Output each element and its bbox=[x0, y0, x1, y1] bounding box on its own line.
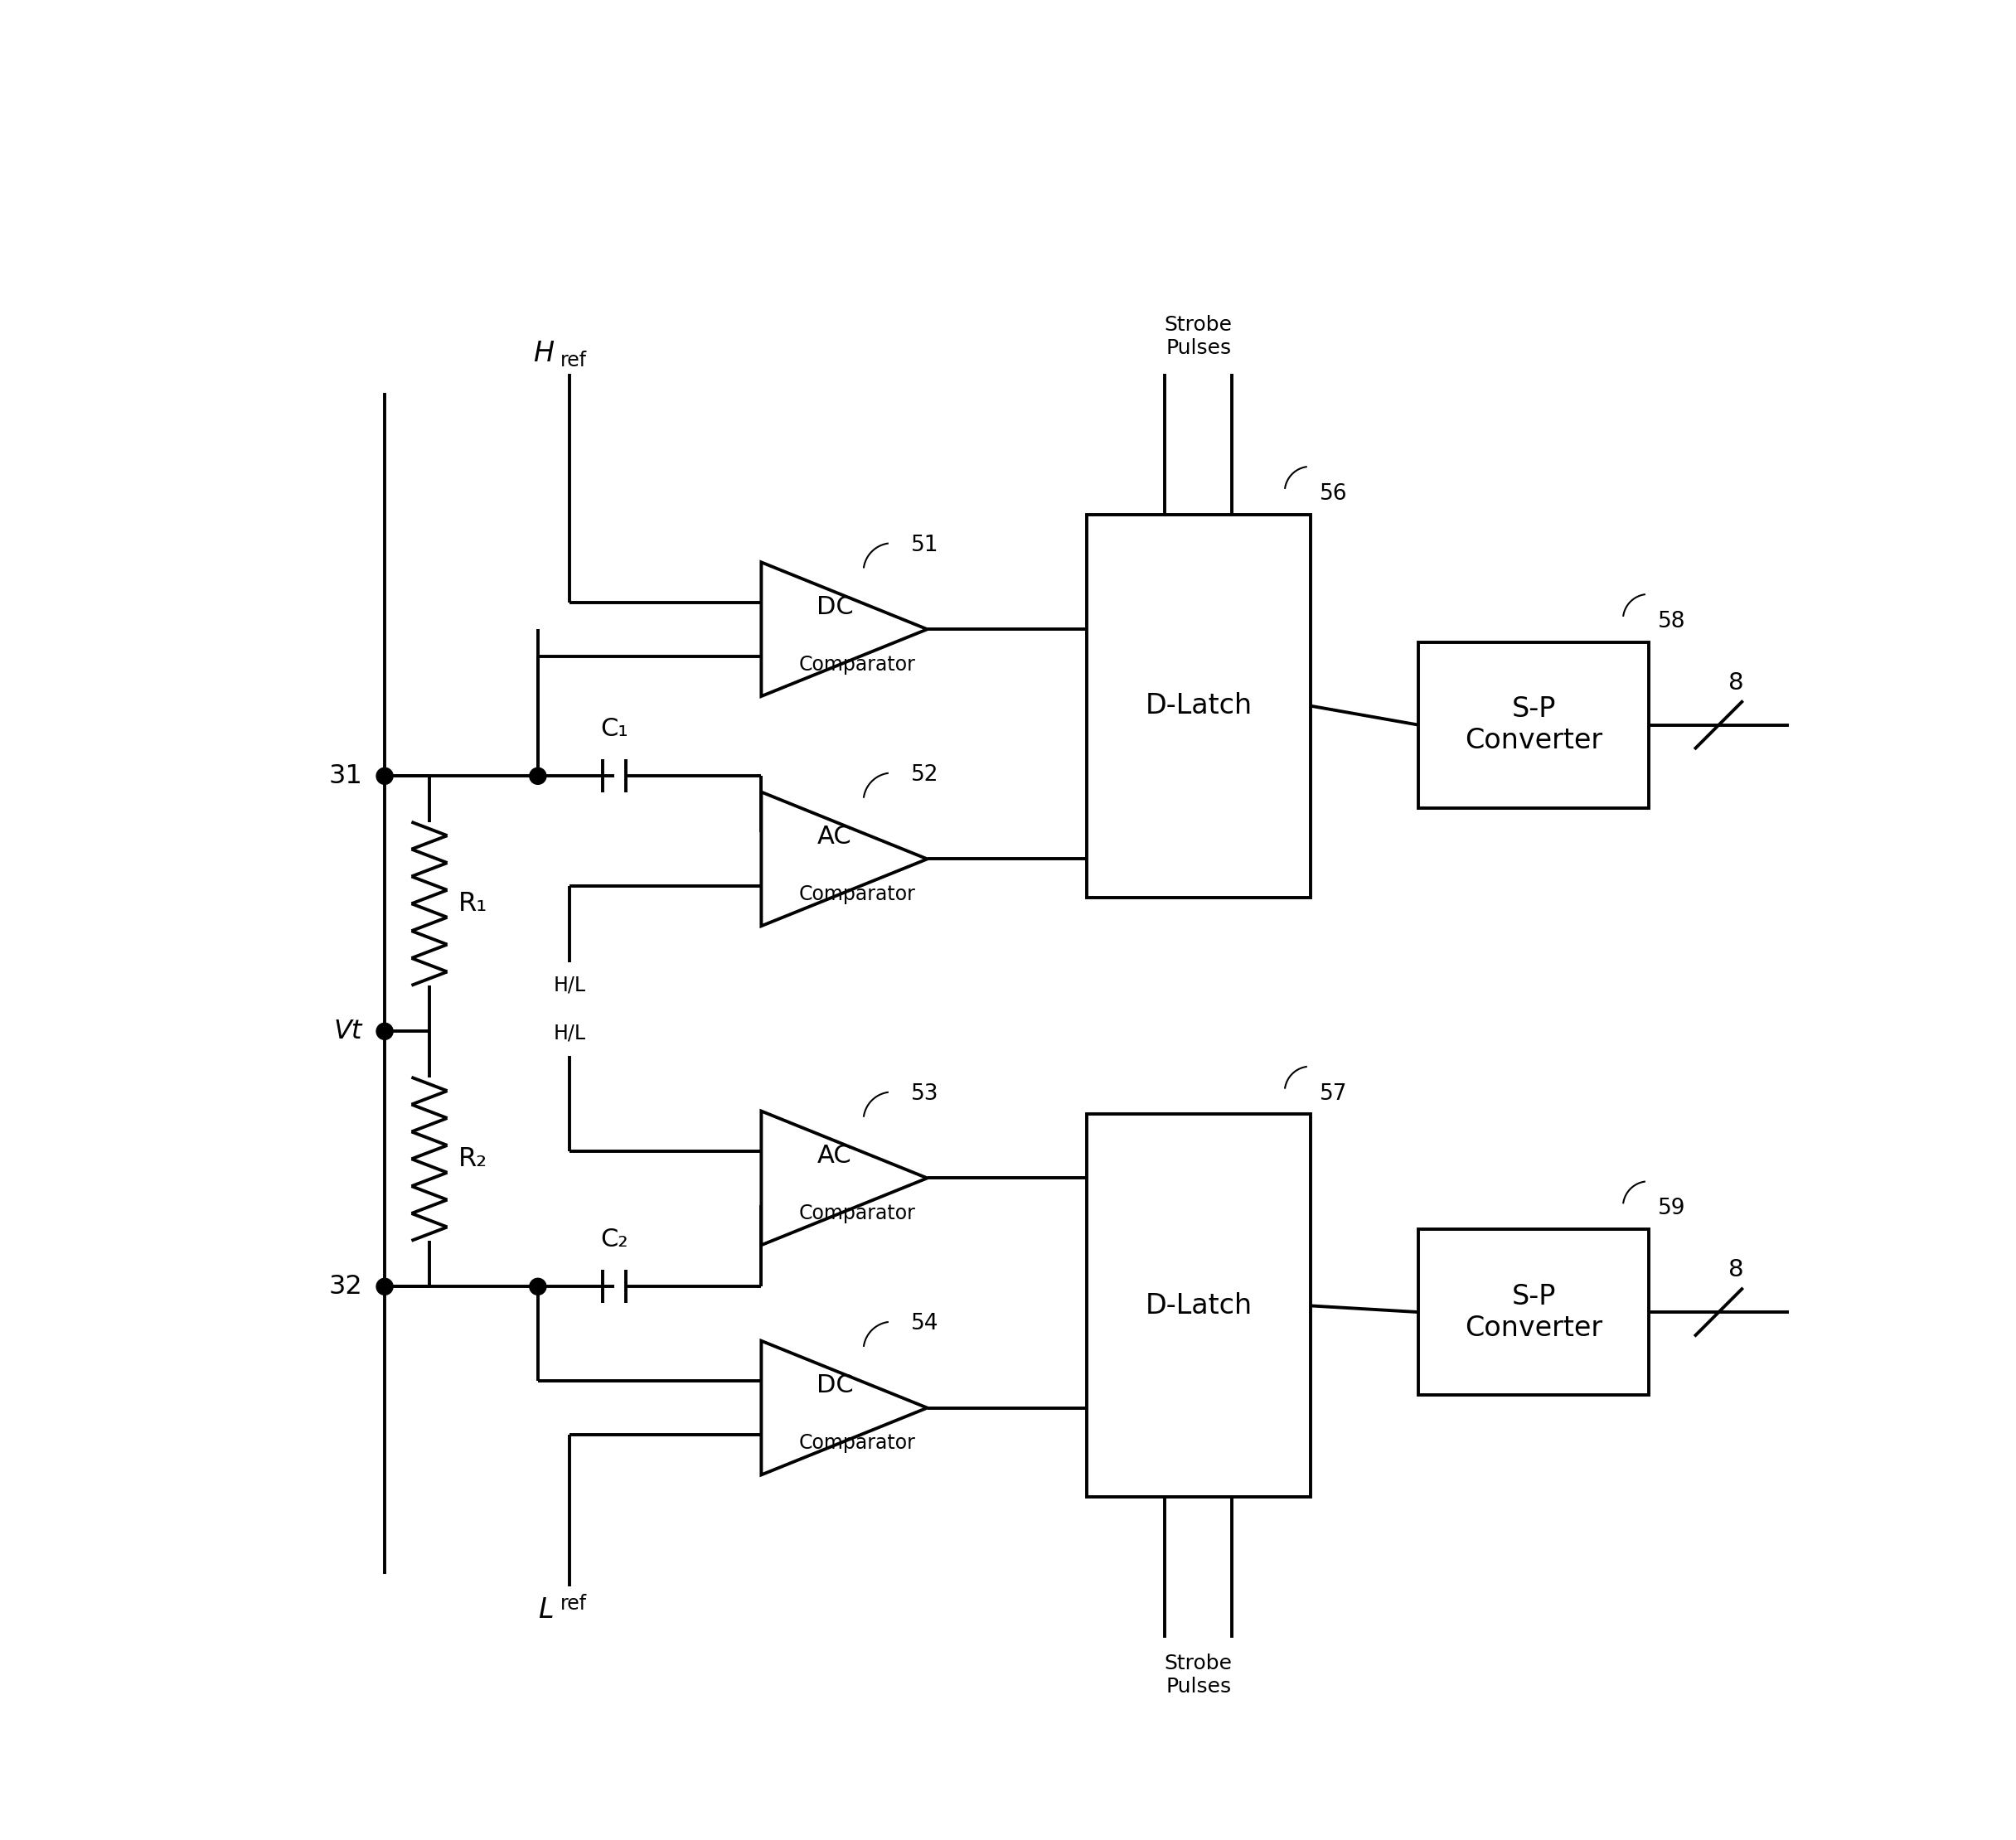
Text: Comparator: Comparator bbox=[798, 1203, 915, 1224]
Text: C₁: C₁ bbox=[601, 718, 629, 742]
Circle shape bbox=[377, 767, 393, 784]
Text: S-P
Converter: S-P Converter bbox=[1466, 696, 1603, 754]
Text: 59: 59 bbox=[1657, 1198, 1685, 1220]
Bar bbox=[1087, 515, 1310, 898]
Text: D-Latch: D-Latch bbox=[1145, 1292, 1252, 1319]
Text: 51: 51 bbox=[911, 534, 939, 556]
Text: Vt: Vt bbox=[335, 1019, 363, 1043]
Text: AC: AC bbox=[816, 1144, 853, 1168]
Text: H: H bbox=[532, 340, 554, 368]
Text: 53: 53 bbox=[911, 1084, 939, 1104]
Text: DC: DC bbox=[816, 594, 853, 618]
Text: Comparator: Comparator bbox=[798, 1433, 915, 1454]
Text: 58: 58 bbox=[1657, 611, 1685, 633]
Text: ref: ref bbox=[560, 351, 587, 372]
Text: R₂: R₂ bbox=[458, 1146, 488, 1172]
Circle shape bbox=[377, 1023, 393, 1040]
Bar bbox=[1087, 1115, 1310, 1498]
Circle shape bbox=[530, 767, 546, 784]
Text: Comparator: Comparator bbox=[798, 655, 915, 673]
Text: 54: 54 bbox=[911, 1314, 939, 1334]
Text: Strobe
Pulses: Strobe Pulses bbox=[1165, 1654, 1232, 1696]
Bar bbox=[1419, 1229, 1649, 1395]
Text: ref: ref bbox=[560, 1593, 587, 1614]
Text: L: L bbox=[538, 1595, 554, 1623]
Text: Strobe
Pulses: Strobe Pulses bbox=[1165, 315, 1232, 359]
Text: AC: AC bbox=[816, 824, 853, 848]
Text: 32: 32 bbox=[329, 1273, 363, 1299]
Text: S-P
Converter: S-P Converter bbox=[1466, 1282, 1603, 1341]
Text: H/L: H/L bbox=[554, 975, 587, 995]
Text: 8: 8 bbox=[1728, 672, 1744, 694]
Text: 56: 56 bbox=[1320, 484, 1347, 504]
Text: 8: 8 bbox=[1728, 1259, 1744, 1281]
Circle shape bbox=[530, 1279, 546, 1295]
Text: R₁: R₁ bbox=[458, 891, 488, 916]
Text: 31: 31 bbox=[329, 764, 363, 789]
Text: 52: 52 bbox=[911, 764, 939, 786]
Text: D-Latch: D-Latch bbox=[1145, 692, 1252, 719]
Text: 57: 57 bbox=[1320, 1084, 1347, 1104]
Text: C₂: C₂ bbox=[601, 1227, 629, 1251]
Text: H/L: H/L bbox=[554, 1023, 587, 1043]
Text: DC: DC bbox=[816, 1373, 853, 1398]
Circle shape bbox=[377, 1279, 393, 1295]
Bar bbox=[1419, 642, 1649, 808]
Text: Comparator: Comparator bbox=[798, 885, 915, 903]
